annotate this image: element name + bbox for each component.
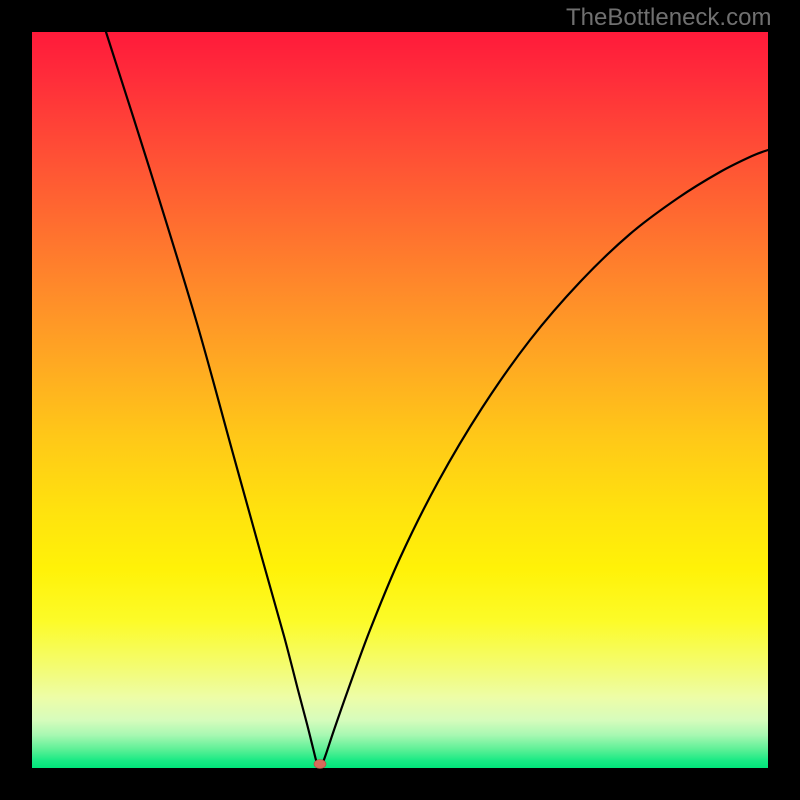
watermark-text: TheBottleneck.com bbox=[566, 4, 771, 32]
minimum-marker bbox=[314, 760, 326, 769]
chart-svg bbox=[0, 0, 800, 800]
